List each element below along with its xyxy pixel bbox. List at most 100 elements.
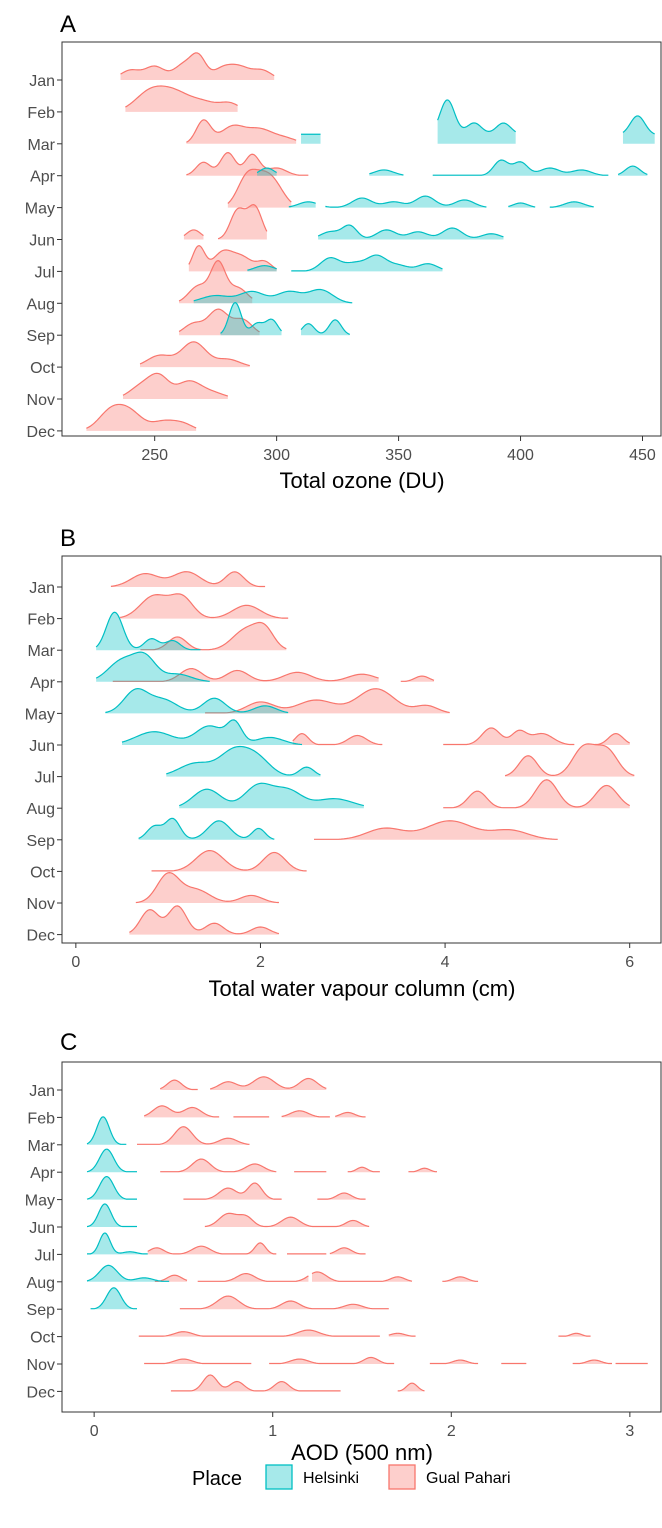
ridge-line-gual-pahari-sep-0	[178, 308, 260, 333]
x-tick-label: 2	[447, 1423, 456, 1440]
ridge-area-gual-pahari-oct-2	[558, 1333, 591, 1337]
ridge-area-gual-pahari-apr-0	[160, 1159, 277, 1173]
ridge-area-gual-pahari-aug-0	[443, 779, 630, 809]
month-label: Dec	[27, 928, 55, 945]
ridge-line-gual-pahari-aug-3	[442, 1276, 479, 1282]
ridge-area-gual-pahari-aug-2	[312, 1271, 412, 1282]
ridge-area-helsinki-may-0	[105, 688, 289, 714]
ridge-line-helsinki-jul-1	[291, 254, 443, 272]
ridge-line-gual-pahari-apr-1	[400, 675, 435, 682]
month-label: Oct	[30, 1330, 55, 1347]
ridge-line-helsinki-may-3	[549, 201, 594, 208]
ridge-line-helsinki-jul-0	[166, 745, 321, 776]
ridge-line-gual-pahari-apr-0	[186, 152, 309, 176]
x-tick-label: 400	[507, 447, 534, 464]
ridge-line-gual-pahari-aug-1	[197, 1272, 309, 1282]
ridge-area-gual-pahari-dec-1	[397, 1383, 425, 1392]
ridge-line-gual-pahari-may-1	[317, 1192, 366, 1200]
ridge-line-helsinki-jun-0	[317, 224, 504, 238]
month-label: Jun	[29, 1220, 55, 1237]
ridge-line-gual-pahari-jun-0	[183, 229, 204, 237]
x-tick-label: 300	[263, 447, 290, 464]
ridge-area-gual-pahari-mar-0	[140, 622, 287, 651]
month-label: May	[25, 201, 55, 218]
ridge-line-helsinki-apr-2	[432, 159, 609, 176]
ridge-area-gual-pahari-jul-0	[188, 245, 277, 272]
month-label: Oct	[30, 864, 55, 881]
ridge-line-gual-pahari-mar-0	[137, 1126, 250, 1145]
ridge-area-gual-pahari-jan-0	[110, 571, 266, 587]
ridge-area-gual-pahari-oct-0	[151, 850, 307, 872]
ridge-area-helsinki-aug-0	[193, 289, 353, 304]
ridge-line-gual-pahari-oct-0	[151, 849, 307, 872]
ridge-line-gual-pahari-nov-0	[144, 1358, 252, 1365]
month-label: Apr	[30, 169, 56, 186]
month-label: Jul	[35, 770, 55, 787]
month-label: Apr	[30, 1165, 56, 1182]
ridge-line-helsinki-jul-0	[87, 1232, 148, 1255]
ridge-area-gual-pahari-feb-0	[125, 86, 238, 112]
ridge-line-helsinki-may-2	[508, 202, 536, 208]
ridge-area-helsinki-sep-0	[90, 1287, 137, 1310]
ridge-line-gual-pahari-jun-1	[217, 204, 268, 240]
ridge-line-gual-pahari-dec-0	[86, 403, 197, 429]
month-label: Jan	[29, 580, 55, 597]
ridge-area-gual-pahari-sep-0	[179, 1296, 389, 1310]
ridge-line-gual-pahari-nov-4	[572, 1359, 612, 1365]
month-label: Mar	[27, 137, 55, 154]
ridge-area-gual-pahari-jun-0	[183, 229, 204, 240]
ridge-area-gual-pahari-oct-0	[140, 341, 250, 368]
ridge-line-gual-pahari-jan-0	[110, 571, 266, 588]
month-label: Sep	[27, 1302, 56, 1319]
ridge-area-helsinki-mar-0	[301, 134, 321, 144]
ridge-area-gual-pahari-dec-0	[170, 1374, 341, 1392]
panel-letter: C	[60, 1029, 77, 1056]
ridge-area-helsinki-mar-0	[96, 612, 201, 651]
ridge-area-gual-pahari-sep-0	[179, 309, 260, 336]
ridge-line-gual-pahari-sep-0	[179, 1295, 389, 1310]
ridge-line-helsinki-mar-2	[622, 115, 655, 135]
ridge-area-helsinki-jun-0	[318, 224, 504, 240]
ridge-area-helsinki-jun-0	[122, 719, 302, 745]
month-label: Jul	[35, 264, 55, 281]
ridge-area-gual-pahari-dec-0	[129, 905, 279, 935]
ridge-area-helsinki-jul-0	[247, 265, 277, 272]
ridge-line-gual-pahari-jun-2	[594, 733, 630, 746]
ridge-line-gual-pahari-apr-2	[347, 1166, 380, 1173]
ridge-area-helsinki-jul-0	[166, 746, 321, 777]
ridge-line-gual-pahari-oct-1	[388, 1332, 416, 1337]
month-label: Sep	[27, 328, 56, 345]
month-label: Dec	[27, 424, 55, 441]
panel-border	[61, 555, 662, 944]
ridge-area-helsinki-aug-0	[87, 1265, 170, 1282]
ridge-line-gual-pahari-jan-0	[159, 1079, 198, 1091]
panel-letter: A	[60, 11, 76, 38]
ridge-line-helsinki-may-0	[86, 1175, 137, 1200]
ridge-area-helsinki-apr-1	[369, 169, 404, 176]
ridge-area-gual-pahari-aug-0	[179, 260, 253, 304]
x-tick-label: 450	[629, 447, 656, 464]
ridge-area-helsinki-apr-0	[87, 1149, 137, 1173]
ridge-area-gual-pahari-nov-1	[269, 1357, 395, 1364]
ridge-area-gual-pahari-apr-1	[400, 676, 434, 682]
ridge-line-helsinki-aug-0	[193, 288, 353, 304]
x-tick-label: 4	[441, 954, 450, 971]
ridge-area-helsinki-may-0	[288, 201, 316, 208]
month-label: Jan	[29, 73, 55, 90]
ridge-line-helsinki-sep-0	[90, 1287, 137, 1310]
ridge-line-helsinki-jun-0	[87, 1203, 137, 1228]
ridge-area-gual-pahari-may-1	[317, 1193, 366, 1200]
ridge-line-gual-pahari-oct-2	[558, 1332, 591, 1337]
ridge-line-helsinki-jun-0	[121, 719, 303, 746]
x-tick-label: 2	[256, 954, 265, 971]
ridge-line-gual-pahari-feb-2	[281, 1110, 330, 1118]
ridge-line-gual-pahari-jan-0	[120, 52, 275, 77]
month-label: Jun	[29, 233, 55, 250]
ridge-area-gual-pahari-apr-0	[186, 152, 309, 176]
panel-b: B Jan Feb Mar Apr May Jun Jul Aug Sep Oct Nov Dec 0 2 4…	[25, 525, 662, 1001]
ridge-line-gual-pahari-aug-2	[311, 1271, 413, 1282]
ridge-line-gual-pahari-apr-3	[408, 1167, 437, 1173]
month-label: Mar	[27, 643, 55, 660]
ridge-line-gual-pahari-may-0	[183, 1182, 282, 1200]
month-label: Nov	[27, 1357, 55, 1374]
